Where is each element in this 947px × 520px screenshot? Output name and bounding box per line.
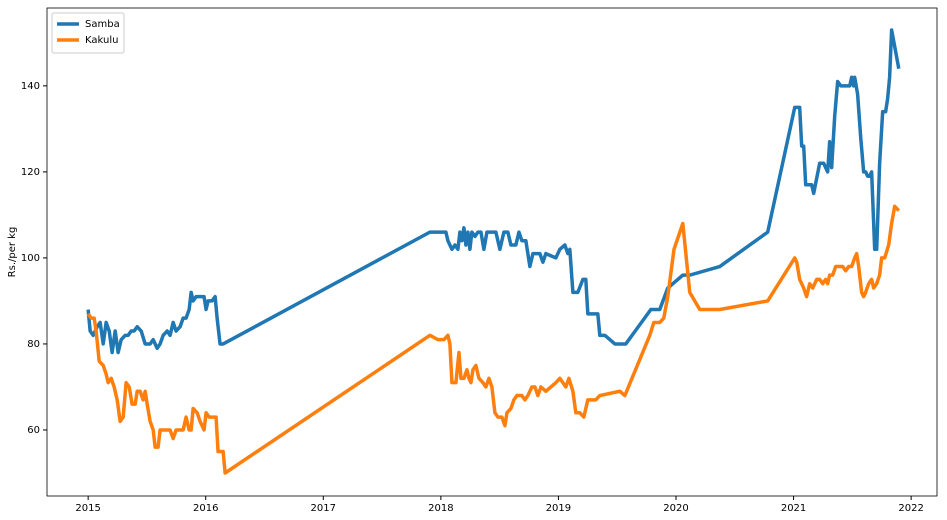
y-tick-label: 80 [27, 339, 40, 350]
y-tick-label: 140 [21, 81, 40, 92]
x-tick-label: 2018 [428, 503, 453, 514]
x-tick-label: 2015 [75, 503, 100, 514]
x-tick-label: 2016 [193, 503, 218, 514]
legend-label: Samba [85, 19, 120, 30]
x-tick-label: 2022 [898, 503, 923, 514]
legend-label: Kakulu [85, 35, 118, 46]
x-tick-label: 2020 [663, 503, 688, 514]
x-tick-label: 2021 [781, 503, 806, 514]
x-tick-label: 2019 [546, 503, 571, 514]
plot-frame [46, 7, 938, 497]
y-tick-label: 100 [21, 253, 40, 264]
y-tick-label: 120 [21, 167, 40, 178]
series-line [86, 28, 901, 355]
x-tick-label: 2017 [311, 503, 336, 514]
y-tick-label: 60 [27, 425, 40, 436]
series-line [86, 204, 901, 475]
y-axis-label: Rs./per kg [7, 227, 18, 278]
